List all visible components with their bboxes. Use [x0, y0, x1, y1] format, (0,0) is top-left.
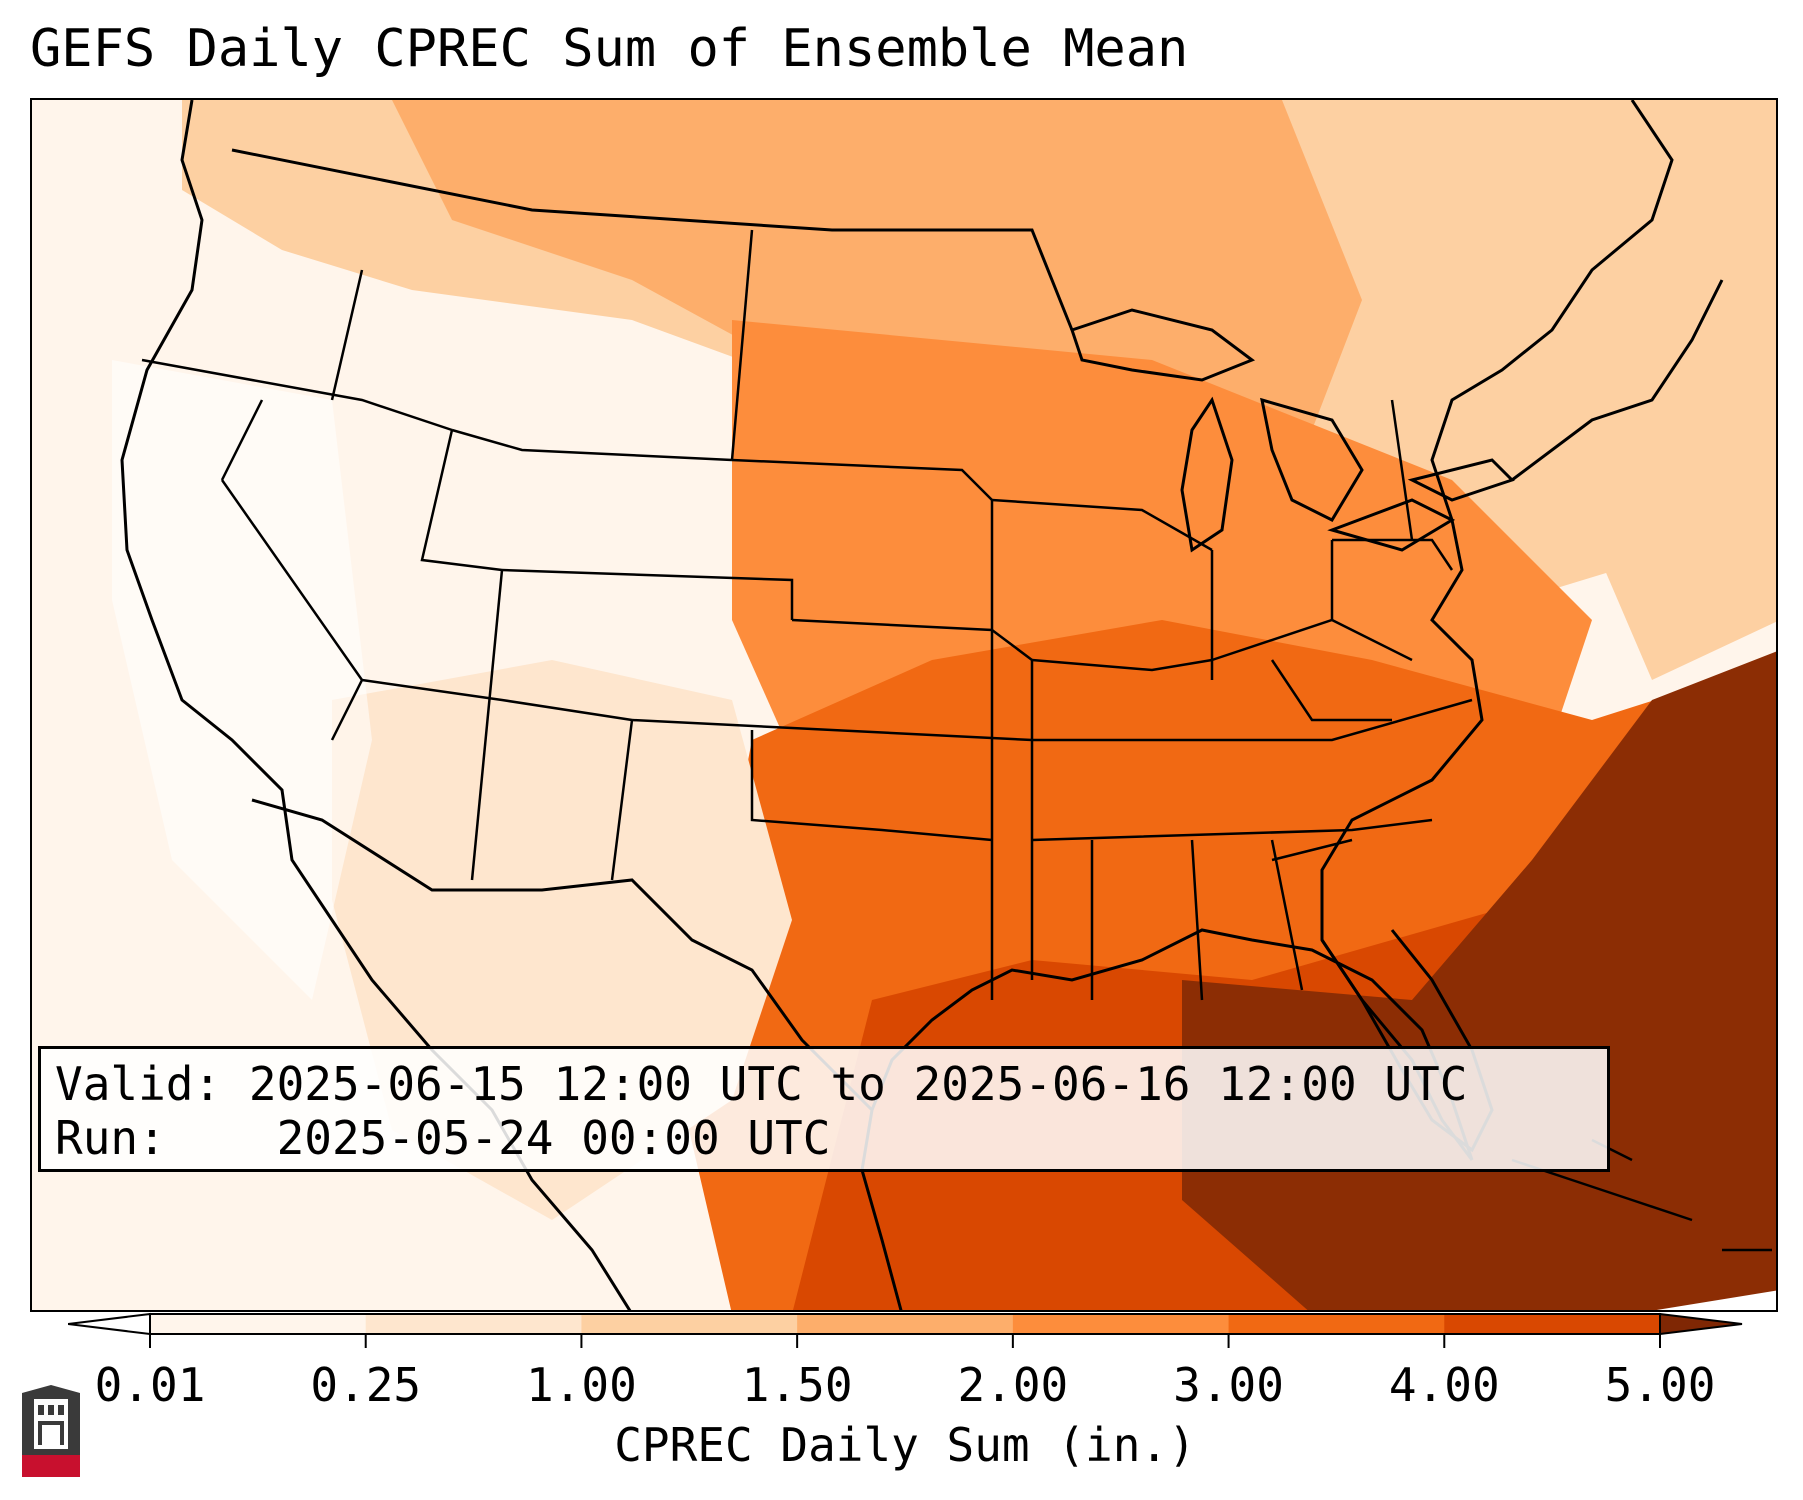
colorbar-segment [150, 1314, 367, 1334]
colorbar-tick-label: 0.25 [310, 1358, 422, 1412]
colorbar-extend-high [1659, 1312, 1743, 1336]
colorbar-label: CPREC Daily Sum (in.) [614, 1418, 1196, 1472]
great-lakes [1070, 308, 1515, 553]
colorbar-segment [1228, 1314, 1445, 1334]
colorbar-segment [1444, 1314, 1661, 1334]
colorbar-tick-label: 1.00 [526, 1358, 637, 1412]
colorbar-segment [581, 1314, 798, 1334]
colorbar-tick-label: 2.00 [957, 1358, 1069, 1412]
colorbar-tick-label: 5.00 [1604, 1358, 1716, 1412]
colorbar-border [149, 1313, 1661, 1335]
state-borders [141, 229, 1473, 1001]
colorbar-extend-low [68, 1312, 151, 1336]
border-canada [231, 148, 1724, 482]
colorbar-tick-label: 4.00 [1388, 1358, 1500, 1412]
precip-field-atlantic-north [1592, 432, 1776, 680]
colorbar-tick-label: 0.01 [94, 1358, 206, 1412]
precip-field-west-dry [112, 360, 372, 1000]
colorbar-segment [797, 1314, 1014, 1334]
colorbar-tick-label: 3.00 [1173, 1358, 1284, 1412]
valid-run-box: Valid: 2025-06-15 12:00 UTC to 2025-06-1… [38, 1046, 1610, 1172]
colorbar [68, 1312, 1743, 1348]
colorbar-segment [365, 1314, 582, 1334]
map-title: GEFS Daily CPREC Sum of Ensemble Mean [30, 19, 1189, 79]
niu-logo-icon [22, 1385, 80, 1477]
colorbar-tick-label: 1.50 [741, 1358, 853, 1412]
colorbar-segment [1012, 1314, 1230, 1334]
run-label: Run: [55, 1111, 166, 1165]
valid-label: Valid: [55, 1057, 222, 1111]
run-time: 2025-05-24 00:00 UTC [276, 1111, 831, 1165]
valid-time-range: 2025-06-15 12:00 UTC to 2025-06-16 12:00… [248, 1057, 1468, 1111]
map-offgrid-corner [1656, 1290, 1776, 1310]
